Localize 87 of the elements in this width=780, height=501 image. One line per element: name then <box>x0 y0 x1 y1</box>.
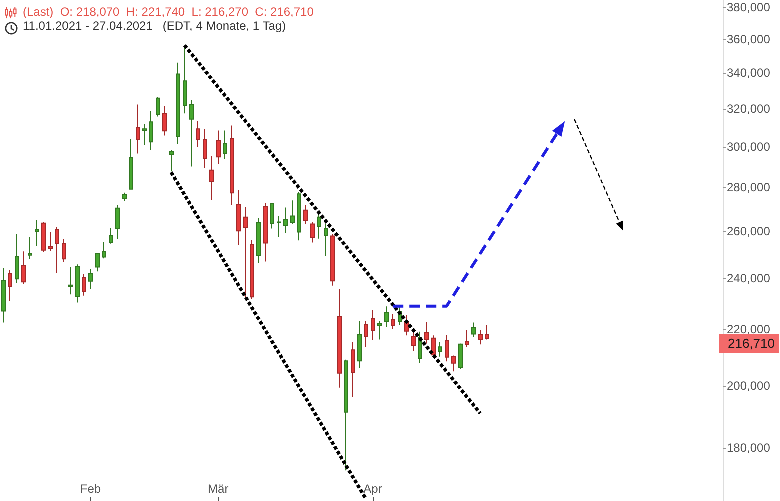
candlestick <box>411 331 416 352</box>
candlestick <box>303 204 308 225</box>
candlestick <box>62 238 66 263</box>
candlestick <box>458 343 463 370</box>
candlestick <box>364 320 368 348</box>
candlestick <box>377 320 382 340</box>
candlestick <box>438 342 442 358</box>
y-tick-label: 320,000 <box>727 102 771 116</box>
candlestick <box>209 156 214 201</box>
text: 11.01.2021 - 27.04.2021 (EDT, 4 Monate, 1 Tag) <box>23 19 286 33</box>
candlestick <box>136 104 140 154</box>
candlestick <box>431 335 436 358</box>
candlestick <box>88 268 93 290</box>
candlestick <box>290 200 295 225</box>
candlestick <box>183 46 187 114</box>
candlestick <box>129 138 133 190</box>
candlestick <box>223 130 227 160</box>
candlestick <box>357 320 362 369</box>
candlestick <box>102 242 106 260</box>
candlestick <box>485 324 489 340</box>
candlestick <box>156 96 160 118</box>
candlestick <box>41 222 46 253</box>
candlestick <box>317 212 321 240</box>
candlestick <box>384 306 389 328</box>
candlestick <box>82 274 86 296</box>
candlestick <box>176 62 180 145</box>
candlestick <box>149 111 153 151</box>
candlestick <box>256 218 261 264</box>
y-tick-label: 260,000 <box>727 224 771 238</box>
candlestick <box>283 207 288 234</box>
x-tick-label: Apr <box>364 482 382 496</box>
candlestick <box>465 329 469 348</box>
candlestick <box>297 192 301 242</box>
candlestick <box>391 314 395 330</box>
candlestick <box>371 309 375 342</box>
candlestick <box>330 234 335 286</box>
candlestick <box>196 120 200 148</box>
candlestick <box>270 202 274 230</box>
y-tick-label: 280,000 <box>727 180 771 195</box>
x-tick-label: Feb <box>80 482 102 496</box>
y-tick-label: 380,000 <box>727 0 771 15</box>
candlestick <box>122 192 127 202</box>
candlestick <box>424 322 429 344</box>
candlestick <box>250 239 254 300</box>
candlestick <box>451 355 456 372</box>
text: 216,710 <box>728 336 775 352</box>
candlestick <box>48 232 53 252</box>
candlestick <box>337 288 342 388</box>
candlestick <box>115 204 120 240</box>
candlestick <box>236 189 241 246</box>
y-tick-label: 340,000 <box>727 66 771 80</box>
candlestick <box>189 100 194 168</box>
candlestick <box>230 125 234 206</box>
chart-title: (Last) O: 218,070 H: 221,740 L: 216,270 C: 216,710 <box>23 5 314 19</box>
candlestick <box>55 226 59 274</box>
candlestick <box>324 224 328 257</box>
y-tick-label: 220,000 <box>727 322 771 337</box>
candlestick <box>478 329 483 346</box>
y-tick-label: 300,000 <box>727 140 771 154</box>
candlestick <box>216 130 221 166</box>
candlestick <box>1 268 6 324</box>
candlestick <box>445 334 449 362</box>
candlestick <box>21 251 26 285</box>
y-tick-label: 360,000 <box>727 32 771 47</box>
candlestick <box>310 222 315 244</box>
x-tick-label: Mär <box>208 482 229 496</box>
candlestick <box>243 206 248 298</box>
candlestick <box>203 128 207 169</box>
candlestick <box>169 150 174 172</box>
y-tick-label: 180,000 <box>727 440 771 455</box>
candlestick <box>162 106 167 136</box>
candlestick <box>68 267 73 296</box>
y-tick-label: 200,000 <box>727 378 771 393</box>
candlestick <box>263 202 268 262</box>
y-tick-label: 240,000 <box>727 271 771 286</box>
candlestick <box>277 216 281 238</box>
candlestick <box>109 228 113 244</box>
candlestick <box>8 270 12 302</box>
candlestick <box>95 252 100 272</box>
candlestick <box>351 342 355 398</box>
candlestick <box>75 264 80 304</box>
candlestick <box>471 322 476 338</box>
candlestick <box>35 220 39 247</box>
candlestick <box>142 124 147 146</box>
candlestick <box>15 234 19 284</box>
candlestick <box>344 359 348 472</box>
candlestick <box>28 236 32 260</box>
